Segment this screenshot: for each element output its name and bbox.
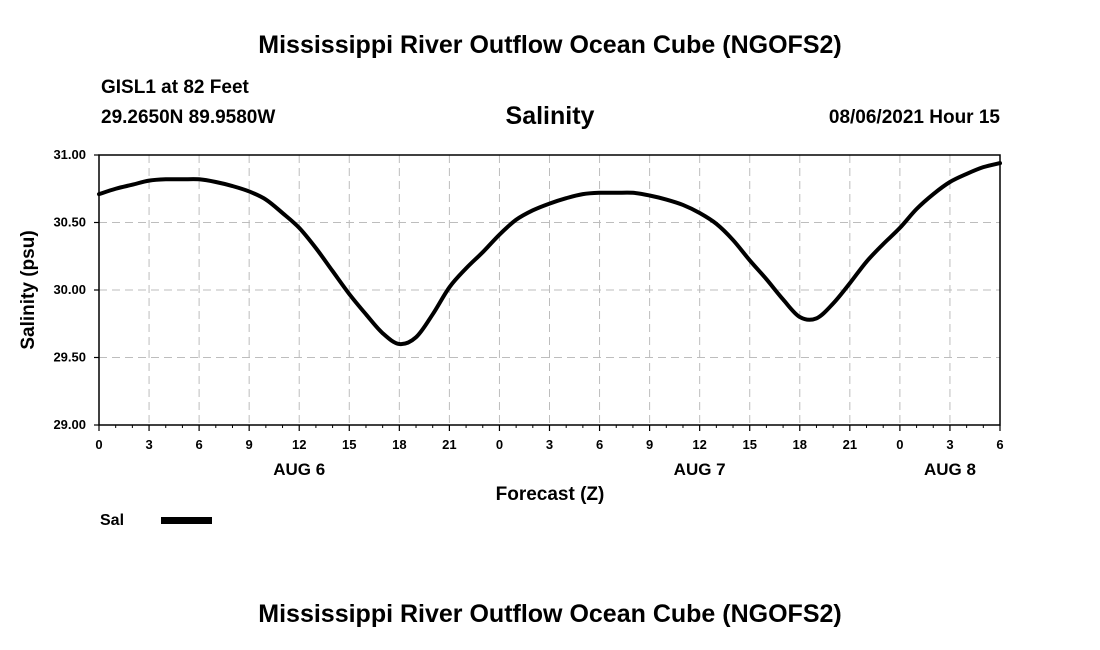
y-tick-label: 29.00: [53, 417, 86, 432]
x-tick-label: 9: [646, 437, 653, 452]
x-tick-label: 21: [843, 437, 857, 452]
x-tick-label: 15: [342, 437, 356, 452]
x-axis-ticks: 0 3 6 9 12 15 18 21 0 3 6 9 12 15 18 21 0 3 6: [95, 425, 1004, 452]
x-tick-label: 12: [292, 437, 306, 452]
x-tick-label: 21: [442, 437, 456, 452]
x-axis-label: Forecast (Z): [496, 484, 605, 505]
date-label: AUG 7: [674, 460, 726, 479]
chart-title: Salinity: [505, 102, 595, 130]
date-label: AUG 8: [924, 460, 976, 479]
x-tick-label: 12: [692, 437, 706, 452]
date-labels: AUG 6 AUG 7 AUG 8: [273, 460, 976, 479]
x-tick-label: 0: [95, 437, 102, 452]
x-tick-label: 3: [546, 437, 553, 452]
date-label: AUG 6: [273, 460, 325, 479]
x-tick-label: 0: [896, 437, 903, 452]
x-tick-label: 6: [996, 437, 1003, 452]
x-tick-label: 9: [246, 437, 253, 452]
x-tick-label: 3: [145, 437, 152, 452]
x-tick-label: 18: [793, 437, 807, 452]
station-label: GISL1 at 82 Feet: [101, 77, 249, 98]
x-tick-label: 15: [742, 437, 756, 452]
x-tick-label: 6: [195, 437, 202, 452]
footer-title: Mississippi River Outflow Ocean Cube (NG…: [258, 600, 842, 628]
y-tick-label: 29.50: [53, 350, 86, 365]
legend-swatch: [161, 517, 212, 524]
y-tick-label: 31.00: [53, 147, 86, 162]
x-tick-label: 18: [392, 437, 406, 452]
x-tick-label: 0: [496, 437, 503, 452]
datetime-label: 08/06/2021 Hour 15: [828, 107, 1000, 128]
grid-lines: [99, 155, 1000, 425]
y-axis-ticks: 29.00 29.50 30.00 30.50 31.00: [53, 147, 99, 432]
y-tick-label: 30.00: [53, 282, 86, 297]
legend-label: Sal: [100, 512, 124, 529]
y-tick-label: 30.50: [53, 215, 86, 230]
coordinates-label: 29.2650N 89.9580W: [101, 107, 276, 128]
x-tick-label: 6: [596, 437, 603, 452]
x-tick-label: 3: [946, 437, 953, 452]
y-axis-label: Salinity (psu): [18, 230, 39, 349]
salinity-series-line: [97, 161, 1002, 347]
page-title: Mississippi River Outflow Ocean Cube (NG…: [258, 31, 842, 59]
